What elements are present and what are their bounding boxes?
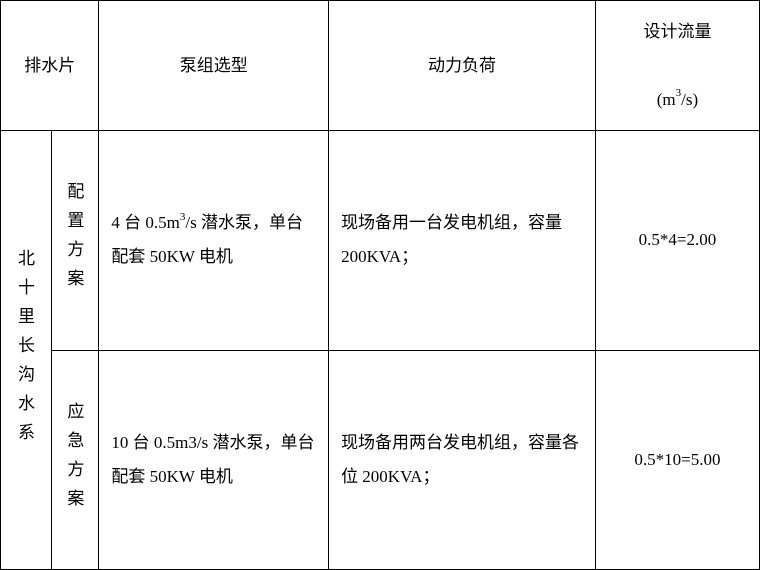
header-flow: 设计流量 (m3/s) <box>595 1 759 131</box>
flow-unit-sup: 3 <box>676 87 682 99</box>
scheme1-power-cell: 现场备用一台发电机组，容量 200KVA； <box>329 131 596 350</box>
scheme1-pump-pre: 4 台 0.5m <box>111 213 179 232</box>
scheme1-pump-cell: 4 台 0.5m3/s 潜水泵，单台配套 50KW 电机 <box>99 131 329 350</box>
scheme1-pump-sup: 3 <box>180 211 186 223</box>
drainage-system-label: 北十里长沟水系 <box>3 241 45 460</box>
scheme2-pump-cell: 10 台 0.5m3/s 潜水泵，单台配套 50KW 电机 <box>99 350 329 569</box>
drainage-system-cell: 北十里长沟水系 <box>1 131 52 570</box>
header-drainage: 排水片 <box>1 1 99 131</box>
header-pump: 泵组选型 <box>99 1 329 131</box>
scheme2-power-cell: 现场备用两台发电机组，容量各位 200KVA； <box>329 350 596 569</box>
scheme2-label: 应急方案 <box>52 394 94 526</box>
drainage-table: 排水片 泵组选型 动力负荷 设计流量 (m3/s) 北十里长沟水系 配置方案 4… <box>0 0 760 570</box>
table-header-row: 排水片 泵组选型 动力负荷 设计流量 (m3/s) <box>1 1 760 131</box>
scheme1-label-cell: 配置方案 <box>52 131 99 350</box>
flow-label-text: 设计流量 <box>643 22 711 41</box>
scheme1-label: 配置方案 <box>52 174 94 306</box>
flow-unit-post: /s) <box>681 90 698 109</box>
scheme1-flow-cell: 0.5*4=2.00 <box>595 131 759 350</box>
header-power: 动力负荷 <box>329 1 596 131</box>
table-row: 应急方案 10 台 0.5m3/s 潜水泵，单台配套 50KW 电机 现场备用两… <box>1 350 760 569</box>
scheme2-flow-cell: 0.5*10=5.00 <box>595 350 759 569</box>
table-row: 北十里长沟水系 配置方案 4 台 0.5m3/s 潜水泵，单台配套 50KW 电… <box>1 131 760 350</box>
scheme2-label-cell: 应急方案 <box>52 350 99 569</box>
flow-unit-pre: (m <box>657 90 676 109</box>
